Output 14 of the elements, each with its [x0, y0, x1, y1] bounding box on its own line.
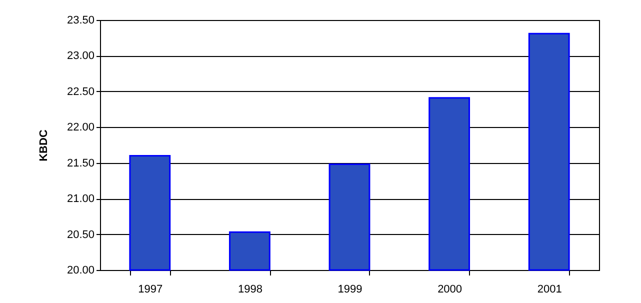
- x-tick-label: 1999: [338, 284, 362, 296]
- y-tick-label: 21.50: [66, 157, 94, 170]
- x-tick-label: 2001: [537, 284, 562, 296]
- y-tick-label: 22.00: [66, 122, 94, 134]
- y-tick-label: 21.00: [66, 193, 94, 206]
- x-tick-label: 2000: [438, 284, 462, 296]
- y-tick-label: 23.00: [66, 50, 94, 62]
- y-tick-label: 20.50: [66, 228, 94, 241]
- x-tick-label: 1997: [138, 284, 163, 296]
- y-tick-label: 20.00: [66, 264, 94, 276]
- x-tick-label: 1998: [238, 284, 262, 296]
- y-tick-label: 22.50: [66, 86, 94, 98]
- y-axis-title: KBDC: [38, 130, 50, 162]
- y-tick-label: 23.50: [66, 14, 94, 26]
